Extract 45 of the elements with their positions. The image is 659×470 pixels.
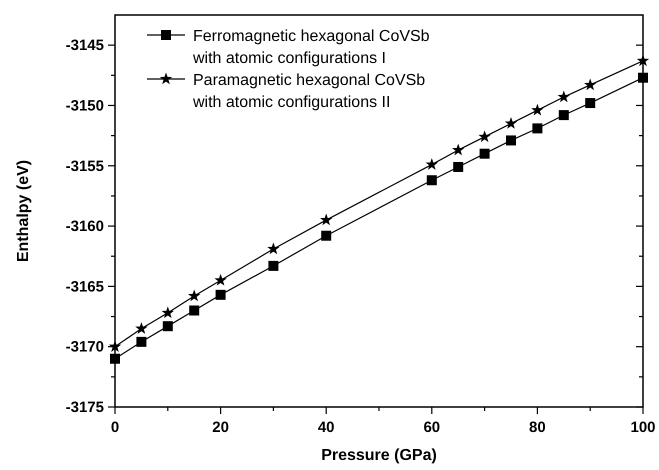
point xyxy=(426,175,437,186)
point xyxy=(321,230,332,241)
x-tick-label: 0 xyxy=(110,419,120,436)
point xyxy=(214,274,227,286)
point xyxy=(110,354,120,364)
point xyxy=(188,290,200,302)
point xyxy=(480,148,490,159)
y-tick-label: -3170 xyxy=(66,338,104,356)
point xyxy=(136,336,146,347)
y-axis-title: Enthalpy (eV) xyxy=(15,160,32,262)
point xyxy=(638,72,648,83)
x-tick-label: 20 xyxy=(212,419,229,436)
y-tick-label: -3155 xyxy=(66,158,104,175)
y-tick-label: -3145 xyxy=(66,37,104,54)
y-tick-label: -3160 xyxy=(66,218,104,236)
point xyxy=(320,214,332,226)
x-tick-label: 40 xyxy=(318,419,335,436)
point xyxy=(558,90,570,102)
y-tick-label: -3175 xyxy=(66,399,104,416)
point xyxy=(452,144,464,156)
point xyxy=(506,135,516,146)
y-tick-label: -3165 xyxy=(66,278,104,296)
point xyxy=(478,130,491,142)
legend-label: Paramagnetic hexagonal CoVSb with atomic configurations II xyxy=(192,72,426,111)
point xyxy=(532,123,542,134)
point xyxy=(135,322,148,334)
point xyxy=(189,306,200,316)
point xyxy=(531,104,544,116)
point xyxy=(162,321,173,332)
y-tick-label: -3150 xyxy=(66,97,104,114)
point xyxy=(268,260,278,271)
point xyxy=(453,162,464,172)
x-tick-label: 60 xyxy=(423,419,440,436)
point xyxy=(216,290,226,300)
legend-label: Ferromagnetic hexagonal CoVSb with atomic configurations I xyxy=(192,28,430,67)
point xyxy=(504,117,518,129)
point xyxy=(426,158,438,170)
point xyxy=(584,78,596,90)
point xyxy=(267,242,280,254)
x-tick-label: 100 xyxy=(630,419,656,436)
x-axis-title: Pressure (GPa) xyxy=(321,447,437,464)
point xyxy=(558,110,569,120)
x-tick-label: 80 xyxy=(529,419,546,436)
point xyxy=(585,98,596,108)
point xyxy=(162,306,174,318)
